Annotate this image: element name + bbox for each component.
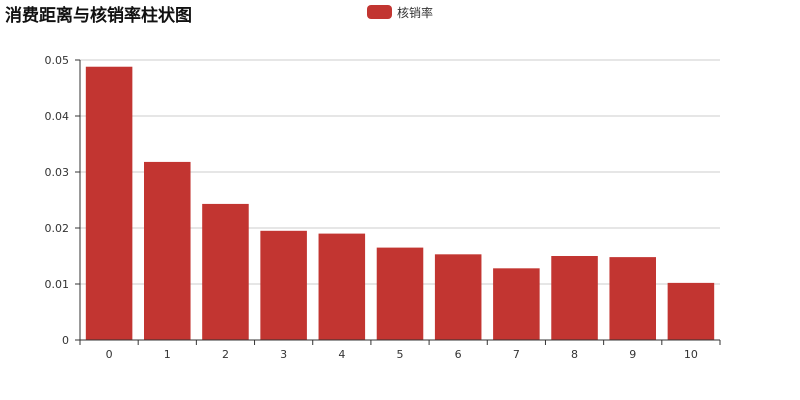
bars <box>85 66 715 340</box>
x-tick-label: 0 <box>106 348 113 361</box>
y-axis-tick-labels: 0 0.01 0.02 0.03 0.04 0.05 <box>45 54 70 347</box>
x-tick-label: 6 <box>455 348 462 361</box>
x-tick-label: 4 <box>338 348 345 361</box>
x-tick-label: 5 <box>397 348 404 361</box>
x-tick-label: 1 <box>164 348 171 361</box>
y-tick-label: 0.02 <box>45 222 70 235</box>
y-tick-label: 0 <box>62 334 69 347</box>
bar[interactable] <box>260 230 307 340</box>
x-tick-label: 10 <box>684 348 698 361</box>
bar[interactable] <box>318 233 366 340</box>
x-tick-label: 3 <box>280 348 287 361</box>
y-tick-label: 0.01 <box>45 278 70 291</box>
chart-title: 消费距离与核销率柱状图 <box>5 5 192 26</box>
y-tick-label: 0.04 <box>45 110 70 123</box>
x-tick-label: 8 <box>571 348 578 361</box>
bar[interactable] <box>202 203 249 340</box>
y-tick-label: 0.03 <box>45 166 70 179</box>
bar[interactable] <box>376 247 424 340</box>
axes <box>75 59 721 345</box>
x-tick-label: 7 <box>513 348 520 361</box>
x-tick-label: 9 <box>629 348 636 361</box>
bar[interactable] <box>434 254 482 340</box>
bar[interactable] <box>493 268 540 340</box>
legend[interactable]: 核销率 <box>367 5 433 20</box>
x-tick-label: 2 <box>222 348 229 361</box>
x-axis-tick-labels: 0 1 2 3 4 5 6 7 8 9 10 <box>106 348 698 361</box>
legend-swatch[interactable] <box>367 5 392 19</box>
bar[interactable] <box>551 256 598 340</box>
bar[interactable] <box>609 257 656 340</box>
bar[interactable] <box>667 282 715 340</box>
bar[interactable] <box>144 161 191 340</box>
legend-label[interactable]: 核销率 <box>397 5 433 20</box>
y-tick-label: 0.05 <box>45 54 70 67</box>
bar[interactable] <box>85 66 133 340</box>
